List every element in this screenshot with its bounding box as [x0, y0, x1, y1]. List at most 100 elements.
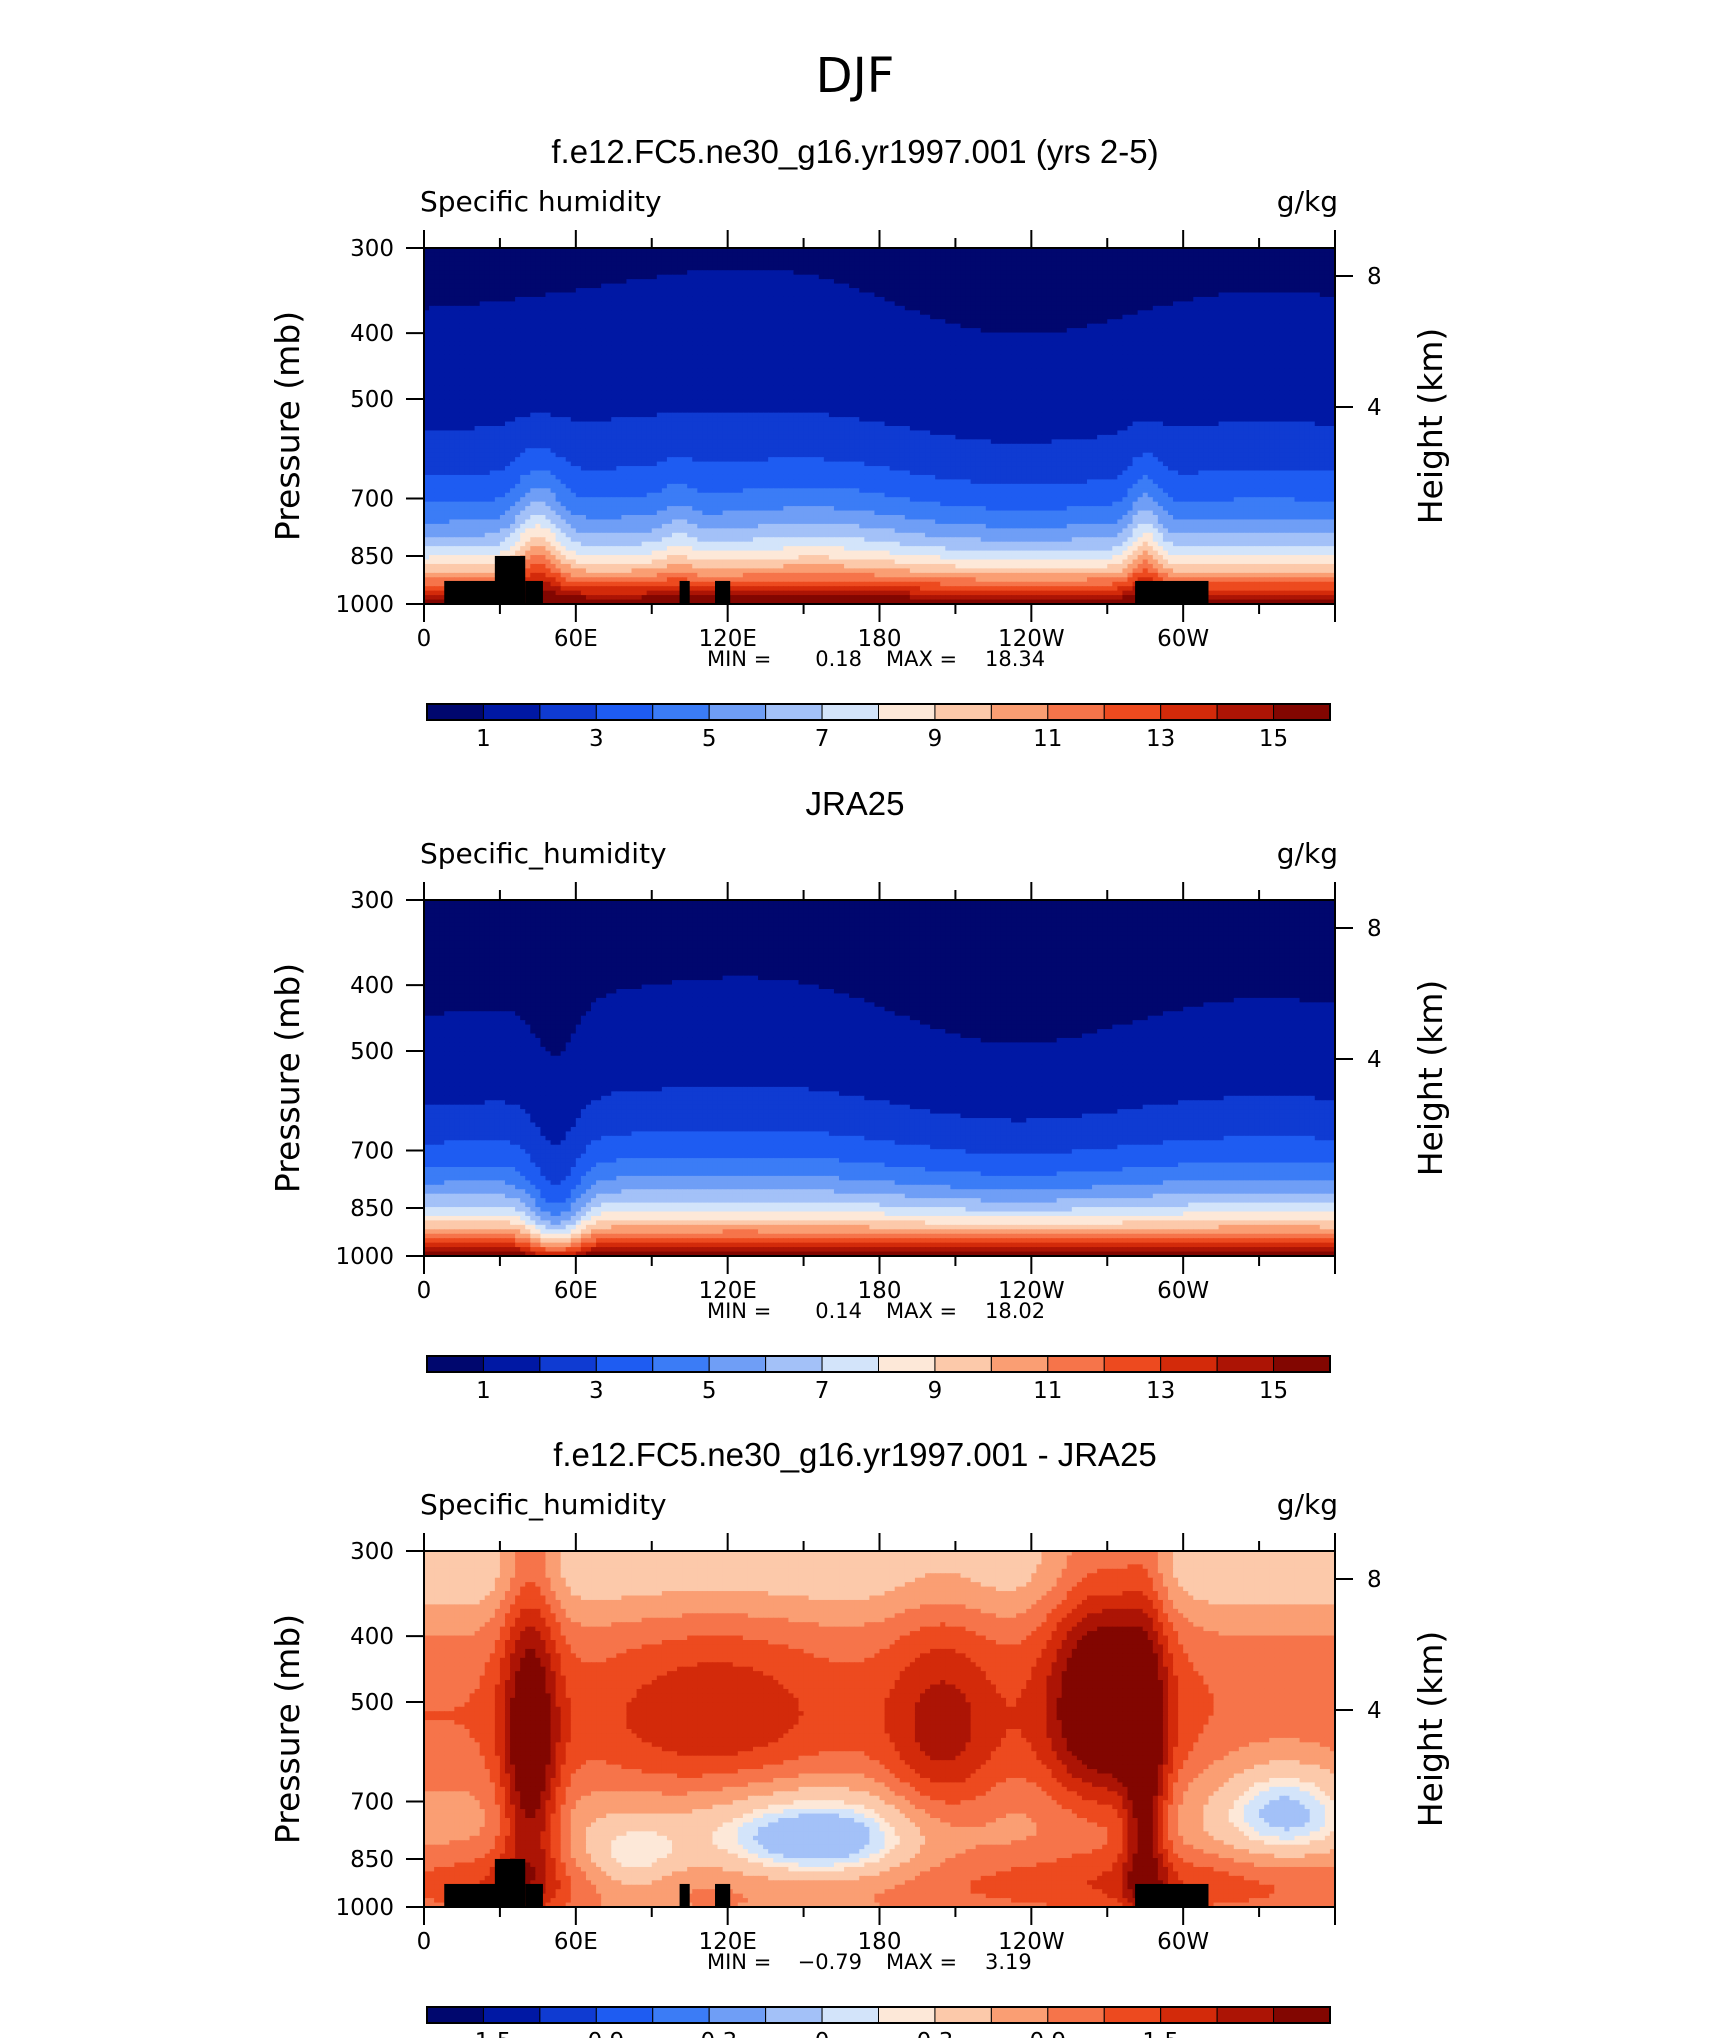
field-cell: [616, 341, 622, 346]
field-cell: [1062, 333, 1068, 338]
field-cell: [1001, 310, 1007, 315]
field-cell: [1315, 319, 1321, 324]
field-cell: [626, 284, 632, 289]
field-cell: [991, 257, 997, 262]
field-cell: [707, 257, 713, 262]
field-cell: [895, 315, 901, 320]
field-cell: [905, 333, 911, 338]
field-cell: [1067, 284, 1073, 289]
field-cell: [1057, 355, 1063, 360]
field-cell: [783, 319, 789, 324]
field-cell: [637, 301, 643, 306]
field-cell: [1021, 364, 1027, 369]
field-cell: [824, 341, 830, 346]
field-cell: [819, 284, 825, 289]
field-cell: [1234, 288, 1240, 293]
field-cell: [1188, 275, 1194, 280]
field-cell: [966, 306, 972, 311]
field-cell: [672, 266, 678, 271]
field-cell: [804, 293, 810, 298]
field-cell: [753, 368, 759, 373]
field-cell: [545, 293, 551, 298]
field-cell: [1279, 337, 1285, 342]
field-cell: [758, 252, 764, 257]
field-cell: [702, 310, 708, 315]
field-cell: [525, 288, 531, 293]
field-cell: [804, 359, 810, 364]
field-cell: [880, 368, 886, 373]
field-cell: [586, 328, 592, 333]
field-cell: [1305, 301, 1311, 306]
field-cell: [576, 257, 582, 262]
field-cell: [763, 266, 769, 271]
field-cell: [480, 364, 486, 369]
field-cell: [545, 297, 551, 302]
field-cell: [510, 310, 516, 315]
field-cell: [981, 293, 987, 298]
field-cell: [1153, 315, 1159, 320]
field-cell: [804, 315, 810, 320]
field-cell: [1310, 337, 1316, 342]
field-cell: [763, 297, 769, 302]
field-cell: [971, 328, 977, 333]
field-cell: [1107, 293, 1113, 298]
field-cell: [464, 288, 470, 293]
field-cell: [935, 261, 941, 266]
field-cell: [535, 368, 541, 373]
field-cell: [576, 270, 582, 275]
field-cell: [642, 359, 648, 364]
field-cell: [1122, 275, 1128, 280]
field-cell: [667, 346, 673, 351]
field-cell: [783, 368, 789, 373]
field-cell: [692, 293, 698, 298]
field-cell: [1158, 324, 1164, 329]
field-cell: [1219, 341, 1225, 346]
field-cell: [1315, 324, 1321, 329]
field-cell: [454, 341, 460, 346]
field-cell: [834, 328, 840, 333]
field-cell: [1102, 257, 1108, 262]
field-cell: [981, 324, 987, 329]
field-cell: [475, 270, 481, 275]
field-cell: [459, 284, 465, 289]
field-cell: [788, 297, 794, 302]
field-cell: [490, 270, 496, 275]
field-cell: [1219, 324, 1225, 329]
field-cell: [1133, 270, 1139, 275]
field-cell: [1057, 350, 1063, 355]
field-cell: [480, 270, 486, 275]
field-cell: [687, 359, 693, 364]
field-cell: [1148, 355, 1154, 360]
field-cell: [890, 341, 896, 346]
field-cell: [637, 364, 643, 369]
field-cell: [1183, 364, 1189, 369]
field-cell: [464, 350, 470, 355]
field-cell: [459, 359, 465, 364]
field-cell: [793, 293, 799, 298]
field-cell: [429, 252, 435, 257]
field-cell: [561, 270, 567, 275]
field-cell: [616, 275, 622, 280]
field-cell: [996, 341, 1002, 346]
field-cell: [1107, 301, 1113, 306]
field-cell: [1269, 341, 1275, 346]
field-cell: [1112, 266, 1118, 271]
field-cell: [470, 275, 476, 280]
field-cell: [702, 359, 708, 364]
field-cell: [773, 288, 779, 293]
field-cell: [1269, 279, 1275, 284]
field-cell: [464, 261, 470, 266]
field-cell: [1082, 310, 1088, 315]
field-cell: [763, 350, 769, 355]
field-cell: [804, 319, 810, 324]
field-cell: [621, 279, 627, 284]
field-cell: [702, 337, 708, 342]
field-cell: [1269, 319, 1275, 324]
field-cell: [1097, 297, 1103, 302]
field-cell: [642, 346, 648, 351]
field-cell: [950, 355, 956, 360]
field-cell: [621, 359, 627, 364]
field-cell: [788, 355, 794, 360]
field-cell: [459, 364, 465, 369]
field-cell: [874, 368, 880, 373]
